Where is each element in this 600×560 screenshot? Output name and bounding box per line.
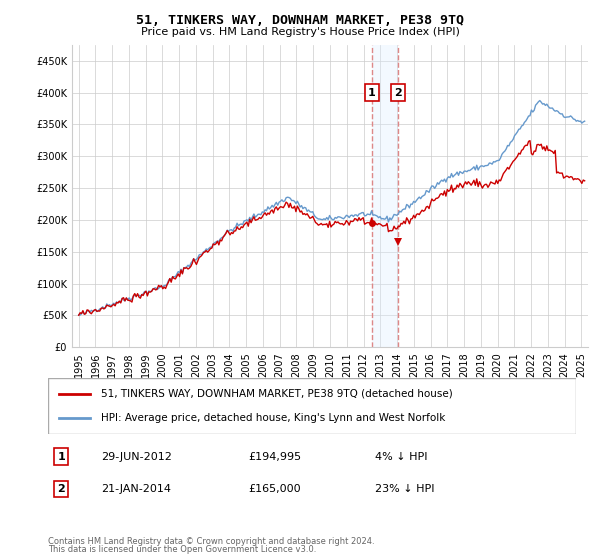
Bar xyxy=(372,45,398,347)
Text: 23% ↓ HPI: 23% ↓ HPI xyxy=(376,484,435,494)
Text: 2: 2 xyxy=(58,484,65,494)
Text: 21-JAN-2014: 21-JAN-2014 xyxy=(101,484,171,494)
Text: 29-JUN-2012: 29-JUN-2012 xyxy=(101,451,172,461)
Text: 2: 2 xyxy=(394,87,402,97)
Text: 1: 1 xyxy=(368,87,376,97)
Text: 51, TINKERS WAY, DOWNHAM MARKET, PE38 9TQ: 51, TINKERS WAY, DOWNHAM MARKET, PE38 9T… xyxy=(136,14,464,27)
Text: 4% ↓ HPI: 4% ↓ HPI xyxy=(376,451,428,461)
Text: £194,995: £194,995 xyxy=(248,451,302,461)
Text: 1: 1 xyxy=(58,451,65,461)
Text: This data is licensed under the Open Government Licence v3.0.: This data is licensed under the Open Gov… xyxy=(48,545,316,554)
Text: Contains HM Land Registry data © Crown copyright and database right 2024.: Contains HM Land Registry data © Crown c… xyxy=(48,537,374,546)
Text: 51, TINKERS WAY, DOWNHAM MARKET, PE38 9TQ (detached house): 51, TINKERS WAY, DOWNHAM MARKET, PE38 9T… xyxy=(101,389,452,399)
Text: HPI: Average price, detached house, King's Lynn and West Norfolk: HPI: Average price, detached house, King… xyxy=(101,413,445,423)
Text: Price paid vs. HM Land Registry's House Price Index (HPI): Price paid vs. HM Land Registry's House … xyxy=(140,27,460,37)
Text: £165,000: £165,000 xyxy=(248,484,301,494)
